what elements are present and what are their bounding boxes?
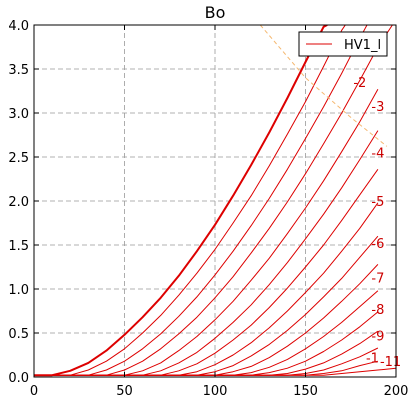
x-tick-label: 100 xyxy=(203,384,228,399)
y-tick-label: 0.0 xyxy=(8,371,29,386)
series-line xyxy=(34,25,393,376)
curve-label: -8 xyxy=(371,303,384,318)
series-line xyxy=(34,130,379,376)
x-tick-label: 150 xyxy=(293,384,318,399)
curve-label: -5 xyxy=(371,195,384,210)
y-tick-label: 2.0 xyxy=(8,195,29,210)
y-tick-label: 3.0 xyxy=(8,107,29,122)
x-tick-label: 0 xyxy=(30,384,38,399)
x-tick-label: 200 xyxy=(384,384,409,399)
limit-line xyxy=(259,25,388,147)
curve-label: -6 xyxy=(371,237,384,252)
series-line xyxy=(34,290,379,376)
grid-lines xyxy=(34,25,396,377)
x-tick-label: 50 xyxy=(116,384,133,399)
series-line xyxy=(34,88,379,376)
series-line xyxy=(34,264,379,376)
series-line xyxy=(34,25,346,376)
axis-ticks: 0 50 100 150 200 0.0 0.5 1.0 1.5 2.0 2.5 3.0 3.5 4.0 xyxy=(8,19,408,399)
series-line xyxy=(34,202,379,376)
curve-label: -2 xyxy=(353,76,366,91)
curve-label: -9 xyxy=(371,330,384,345)
curve-label: -11 xyxy=(380,355,401,370)
curve-label: -3 xyxy=(371,100,384,115)
y-tick-label: 0.5 xyxy=(8,327,29,342)
limit-line-group xyxy=(259,25,388,147)
series-line xyxy=(34,169,379,376)
legend-entry-label: HV1_l xyxy=(344,38,381,53)
curve-label: -4 xyxy=(371,147,384,162)
y-tick-label: 3.5 xyxy=(8,63,29,78)
legend: HV1_l xyxy=(298,31,388,57)
y-tick-label: 1.0 xyxy=(8,283,29,298)
y-tick-label: 1.5 xyxy=(8,239,29,254)
y-tick-label: 2.5 xyxy=(8,151,29,166)
series-line xyxy=(34,311,379,376)
curve-label: -1 xyxy=(366,352,379,367)
series-line xyxy=(34,25,328,377)
series-group xyxy=(34,25,396,377)
chart-title: Bo xyxy=(205,3,226,22)
series-line xyxy=(34,25,368,376)
series-line xyxy=(34,235,379,376)
y-tick-label: 4.0 xyxy=(8,19,29,34)
curve-label: -7 xyxy=(371,272,384,287)
series-line xyxy=(34,367,396,376)
